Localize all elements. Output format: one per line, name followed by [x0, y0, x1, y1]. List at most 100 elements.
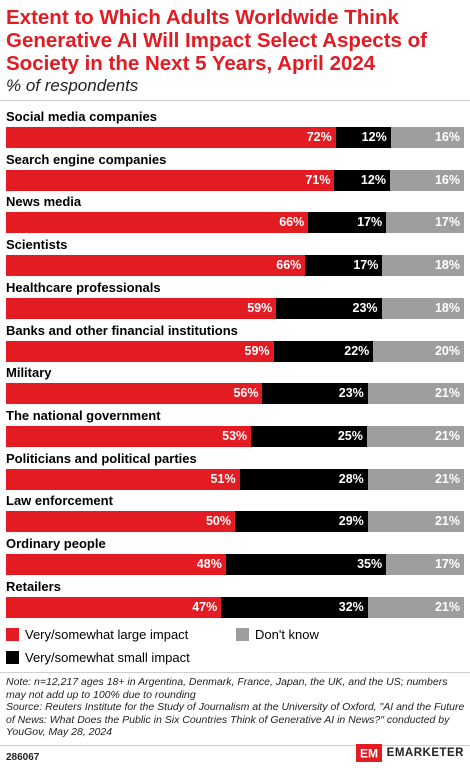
- emarketer-logo: EM EMARKETER: [355, 744, 464, 762]
- bar-segment-small: 35%: [225, 554, 387, 575]
- bar-value-label: 12%: [361, 130, 387, 144]
- bar-value-label: 22%: [344, 343, 370, 358]
- bar-value-label: 21%: [434, 471, 460, 486]
- bar-segment-small: 12%: [334, 169, 390, 191]
- bar-value-label: 17%: [357, 215, 383, 230]
- legend-label-dontknow: Don't know: [255, 627, 319, 642]
- category-label: News media: [6, 194, 82, 210]
- source-text: Source: Reuters Institute for the Study …: [6, 701, 465, 738]
- bar-segment-large: 47%: [6, 596, 222, 618]
- category-label: Politicians and political parties: [6, 450, 197, 466]
- category-label: The national government: [6, 407, 161, 423]
- bar-value-label: 28%: [338, 471, 364, 486]
- bar-value-label: 72%: [306, 130, 332, 144]
- bar-value-label: 21%: [434, 514, 460, 529]
- bar-value-label: 21%: [434, 386, 460, 401]
- bar-segment-small: 32%: [221, 596, 368, 618]
- bar-segment-large: 66%: [6, 255, 306, 277]
- bar-value-label: 66%: [279, 215, 305, 230]
- bar-segment-dontknow: 18%: [381, 297, 464, 319]
- bar-segment-dontknow: 17%: [386, 212, 464, 234]
- bar-value-label: 59%: [244, 343, 270, 358]
- bar-value-label: 17%: [434, 215, 460, 230]
- note-text: Note: n=12,217 ages 18+ in Argentina, De…: [6, 676, 448, 701]
- bar-value-label: 29%: [338, 514, 364, 529]
- bar-segment-dontknow: 21%: [367, 468, 464, 490]
- bar-segment-small: 17%: [305, 255, 383, 277]
- bar-segment-dontknow: 17%: [386, 554, 464, 575]
- bar-segment-small: 17%: [308, 212, 387, 234]
- bar-segment-dontknow: 21%: [367, 383, 464, 405]
- category-label: Social media companies: [6, 109, 158, 124]
- bar-segment-large: 48%: [6, 554, 226, 575]
- bar-segment-dontknow: 18%: [382, 255, 464, 277]
- bar-value-label: 23%: [338, 386, 364, 401]
- stacked-bar-chart: Social media companies 72% 12% 16% Search en…: [0, 100, 470, 620]
- bar-value-label: 48%: [196, 557, 222, 571]
- bar-value-label: 17%: [353, 258, 379, 273]
- category-label: Military: [6, 365, 52, 381]
- bar-segment-large: 71%: [6, 169, 335, 191]
- bar-value-label: 59%: [247, 300, 273, 315]
- bar-segment-dontknow: 20%: [373, 340, 464, 362]
- bar-value-label: 18%: [434, 258, 460, 273]
- category-label: Scientists: [6, 237, 68, 253]
- category-label: Search engine companies: [6, 151, 167, 167]
- bar-segment-small: 28%: [239, 468, 368, 490]
- bar-segment-large: 51%: [6, 468, 240, 490]
- legend-swatch-dontknow: [236, 628, 249, 641]
- bar-value-label: 53%: [222, 428, 248, 443]
- chart-id: 286067: [6, 752, 40, 763]
- brand-name: EMARKETER: [386, 747, 464, 759]
- bar-value-label: 56%: [233, 386, 259, 401]
- notes-divider: [0, 672, 470, 673]
- em-logo-icon: EM: [355, 744, 382, 762]
- bar-value-label: 17%: [434, 557, 460, 571]
- legend-label-small: Very/somewhat small impact: [25, 650, 190, 665]
- bar-segment-small: 22%: [273, 340, 374, 362]
- bar-segment-small: 23%: [276, 297, 382, 319]
- bar-segment-dontknow: 16%: [390, 127, 464, 148]
- category-label: Ordinary people: [6, 536, 106, 551]
- logo-mark-text: EM: [360, 747, 378, 761]
- footnotes: Note: n=12,217 ages 18+ in Argentina, De…: [6, 676, 468, 739]
- bar-segment-small: 12%: [335, 127, 391, 148]
- chart-title: Extent to Which Adults Worldwide Think G…: [6, 6, 427, 75]
- bar-value-label: 32%: [338, 599, 364, 614]
- chart-subtitle: % of respondents: [6, 76, 139, 95]
- bar-segment-small: 25%: [251, 425, 367, 447]
- bar-value-label: 21%: [434, 428, 460, 443]
- bar-value-label: 16%: [434, 130, 460, 144]
- bar-segment-dontknow: 21%: [367, 511, 464, 533]
- bar-value-label: 20%: [434, 343, 460, 358]
- bar-segment-large: 59%: [6, 340, 274, 362]
- bar-value-label: 71%: [305, 172, 331, 187]
- legend-label-large: Very/somewhat large impact: [25, 627, 189, 642]
- bar-segment-large: 56%: [6, 383, 263, 405]
- bar-segment-large: 72%: [6, 127, 336, 148]
- footer-divider: [0, 745, 470, 746]
- legend-swatch-large: [6, 628, 19, 641]
- category-label: Banks and other financial institutions: [6, 322, 238, 338]
- bar-value-label: 25%: [337, 428, 363, 443]
- bar-value-label: 16%: [434, 172, 460, 187]
- bar-segment-large: 50%: [6, 511, 235, 533]
- bar-value-label: 21%: [434, 599, 460, 614]
- bar-value-label: 66%: [276, 258, 302, 273]
- bar-value-label: 51%: [210, 471, 236, 486]
- bar-segment-dontknow: 21%: [366, 425, 464, 447]
- legend-swatch-small: [6, 651, 19, 664]
- category-label: Retailers: [6, 578, 61, 594]
- bar-segment-large: 59%: [6, 297, 277, 319]
- bar-value-label: 50%: [205, 514, 231, 529]
- bar-segment-dontknow: 16%: [389, 169, 464, 191]
- bar-value-label: 23%: [352, 300, 378, 315]
- bar-segment-dontknow: 21%: [367, 596, 464, 618]
- category-label: Healthcare professionals: [6, 279, 161, 295]
- bar-segment-large: 53%: [6, 425, 252, 447]
- bar-value-label: 47%: [192, 599, 218, 614]
- bar-segment-large: 66%: [6, 212, 309, 234]
- bar-segment-small: 29%: [235, 511, 368, 533]
- bar-value-label: 12%: [360, 172, 386, 187]
- bar-value-label: 18%: [434, 300, 460, 315]
